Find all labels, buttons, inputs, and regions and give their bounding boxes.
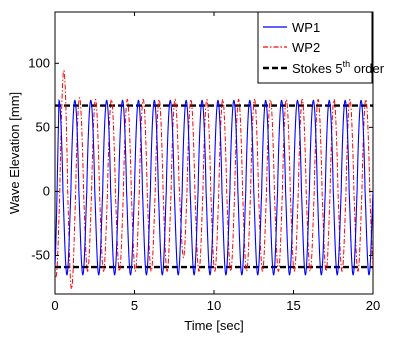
y-tick-label: 50 <box>36 119 50 134</box>
legend-label-stokes: Stokes 5th order <box>292 59 385 76</box>
x-tick-label: 10 <box>207 298 221 313</box>
legend-label-wp1: WP1 <box>292 20 320 35</box>
x-tick-label: 5 <box>131 298 138 313</box>
legend: WP1 WP2 Stokes 5th order <box>257 11 385 84</box>
legend-label-stokes-main: Stokes 5 <box>292 61 343 76</box>
x-tick-label: 0 <box>51 298 58 313</box>
axis-layer: 0 5 10 15 20 -50 0 50 100 <box>28 12 380 313</box>
y-axis-label: Wave Elevation [mm] <box>7 92 22 214</box>
legend-label-stokes-tail: order <box>350 61 385 76</box>
legend-label-stokes-sup: th <box>343 59 351 69</box>
x-axis-label: Time [sec] <box>184 318 243 333</box>
series-wp1-line <box>55 99 373 276</box>
legend-label-wp2: WP2 <box>292 40 320 55</box>
x-tick-label: 15 <box>286 298 300 313</box>
series-layer <box>55 69 373 290</box>
y-tick-label: 0 <box>43 183 50 198</box>
x-tick-label: 20 <box>366 298 380 313</box>
y-tick-label: -50 <box>31 248 50 263</box>
y-tick-label: 100 <box>28 55 50 70</box>
